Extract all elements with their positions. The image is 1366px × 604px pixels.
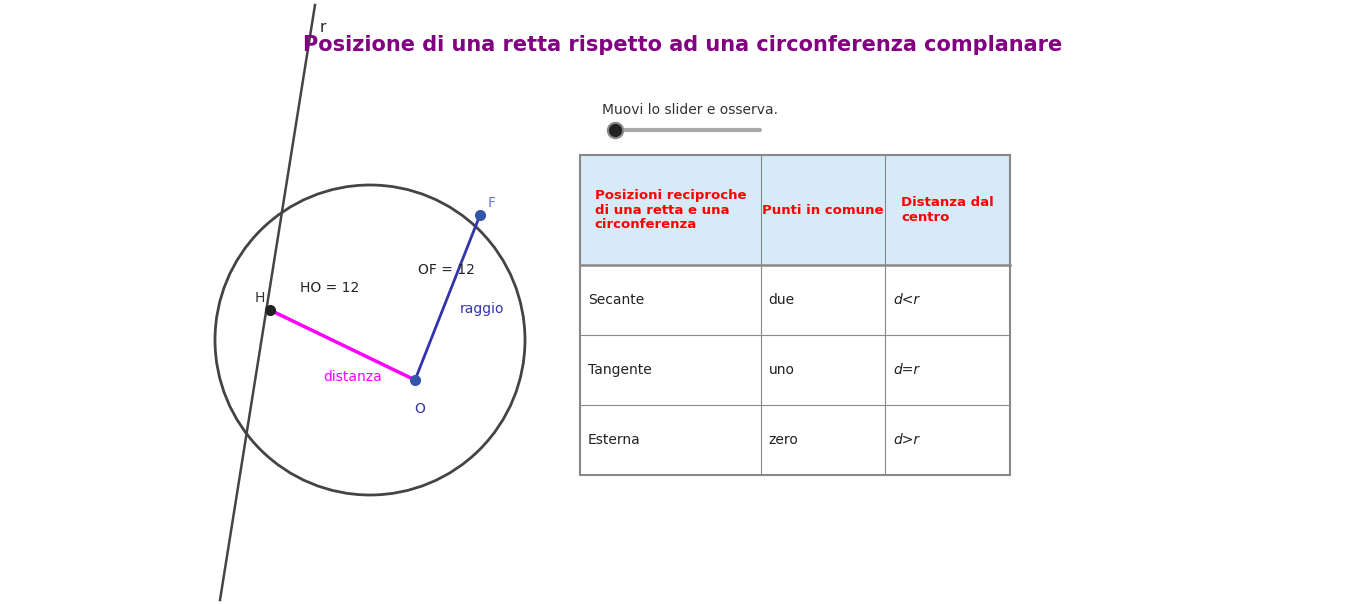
Text: d<r: d<r — [893, 293, 919, 307]
Text: Muovi lo slider e osserva.: Muovi lo slider e osserva. — [602, 103, 779, 117]
Text: Esterna: Esterna — [587, 433, 641, 447]
Text: Secante: Secante — [587, 293, 645, 307]
Text: OF = 12: OF = 12 — [418, 263, 474, 277]
Text: Punti in comune: Punti in comune — [762, 204, 884, 216]
Text: HO = 12: HO = 12 — [301, 281, 359, 295]
Text: Posizione di una retta rispetto ad una circonferenza complanare: Posizione di una retta rispetto ad una c… — [303, 35, 1063, 55]
Bar — [581, 155, 1009, 475]
Text: Posizioni reciproche
di una retta e una
circonferenza: Posizioni reciproche di una retta e una … — [594, 188, 746, 231]
Text: Distanza dal
centro: Distanza dal centro — [902, 196, 994, 224]
Text: H: H — [254, 291, 265, 305]
Bar — [581, 155, 1009, 475]
Text: O: O — [414, 402, 425, 416]
Text: d=r: d=r — [893, 363, 919, 377]
Text: d>r: d>r — [893, 433, 919, 447]
Text: Tangente: Tangente — [587, 363, 652, 377]
Text: due: due — [769, 293, 795, 307]
Text: r: r — [320, 20, 326, 35]
Text: zero: zero — [769, 433, 799, 447]
Bar — [581, 155, 1009, 265]
Text: raggio: raggio — [459, 303, 504, 316]
Text: uno: uno — [769, 363, 795, 377]
Text: distanza: distanza — [324, 370, 382, 384]
Text: F: F — [488, 196, 496, 210]
